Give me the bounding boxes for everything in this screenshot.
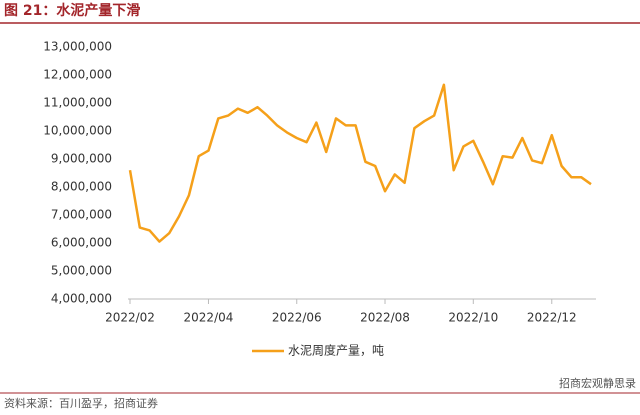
x-tick-label: 2022/10 <box>448 311 498 325</box>
y-tick-label: 6,000,000 <box>51 236 112 250</box>
y-tick-label: 12,000,000 <box>43 68 112 82</box>
y-tick-label: 4,000,000 <box>51 292 112 306</box>
y-tick-label: 9,000,000 <box>51 152 112 166</box>
x-tick-label: 2022/04 <box>184 311 234 325</box>
x-tick-label: 2022/08 <box>360 311 410 325</box>
data-line <box>128 83 592 243</box>
y-tick-label: 13,000,000 <box>43 40 112 54</box>
y-tick-label: 10,000,000 <box>43 124 112 138</box>
x-tick-label: 2022/02 <box>105 311 155 325</box>
y-tick-label: 11,000,000 <box>43 96 112 110</box>
watermark: 招商宏观静思录 <box>559 376 636 390</box>
y-tick-label: 7,000,000 <box>51 208 112 222</box>
x-tick-label: 2022/06 <box>272 311 322 325</box>
y-tick-label: 5,000,000 <box>51 264 112 278</box>
legend-label: 水泥周度产量，吨 <box>288 343 384 358</box>
x-tick-label: 2022/12 <box>527 311 577 325</box>
chart-title: 图 21：水泥产量下滑 <box>4 2 140 19</box>
y-tick-label: 8,000,000 <box>51 180 112 194</box>
source-note: 资料来源：百川盈孚，招商证券 <box>4 396 158 410</box>
